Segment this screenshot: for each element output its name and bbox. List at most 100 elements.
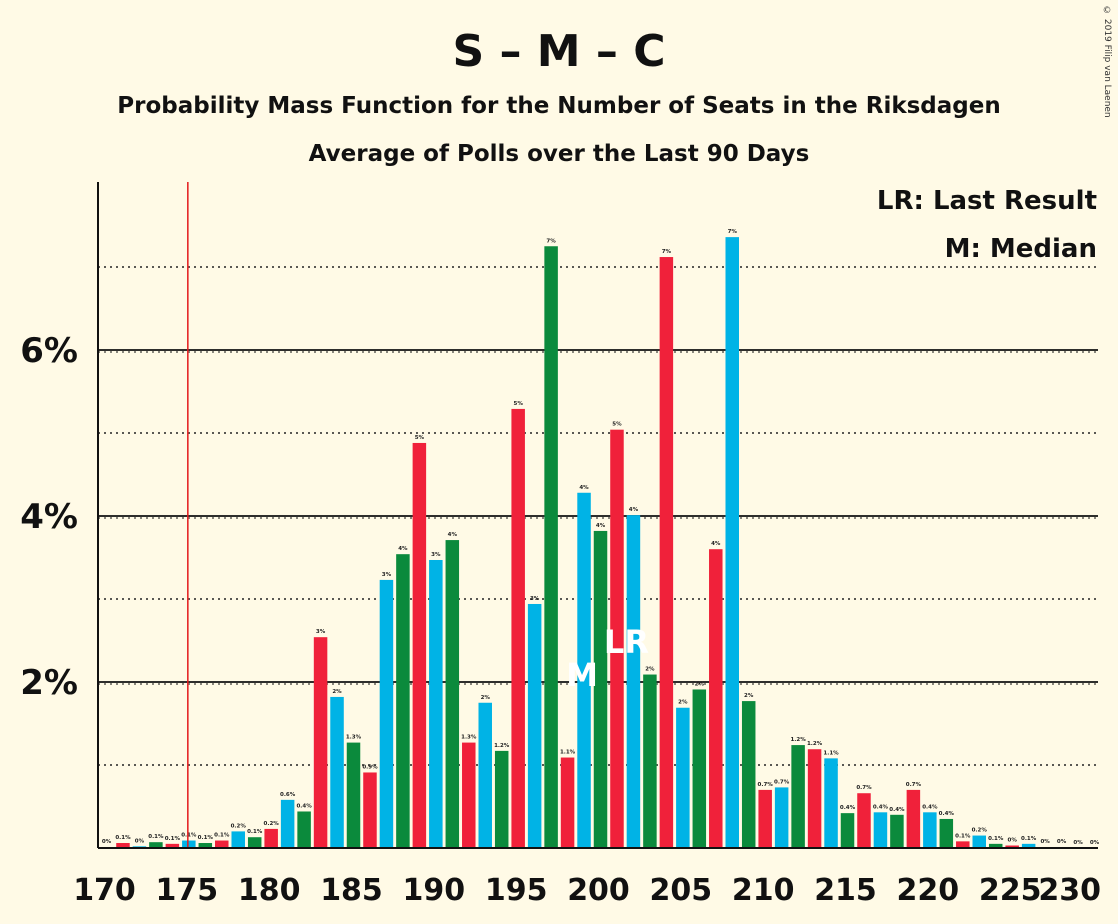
chart-subtitle: Probability Mass Function for the Number… (117, 93, 1000, 119)
data-label-seat-175: 0.1% (181, 833, 197, 839)
bar-seat-219 (906, 789, 921, 848)
x-tick-label: 225 (979, 873, 1042, 908)
bar-seat-217 (873, 812, 888, 848)
bar-seat-174 (165, 843, 180, 848)
data-label-seat-184: 2% (332, 689, 342, 695)
bar-seat-195 (511, 408, 525, 848)
bar-seat-210 (758, 789, 772, 848)
data-label-seat-198: 1.1% (560, 750, 576, 756)
data-label-seat-213: 1.2% (807, 741, 823, 747)
bar-seat-218 (890, 814, 904, 848)
data-label-seat-173: 0.1% (148, 834, 164, 840)
bar-seat-187 (379, 579, 394, 848)
data-label-seat-224: 0.1% (988, 836, 1004, 842)
data-label-seat-179: 0.1% (247, 829, 263, 835)
chart-subtitle-2: Average of Polls over the Last 90 Days (309, 141, 810, 167)
bar-seat-173 (149, 842, 163, 848)
bar-seat-194 (494, 750, 509, 848)
data-label-seat-202: 4% (629, 507, 639, 513)
data-label-seat-220: 0.4% (922, 804, 938, 810)
bar-seat-196 (527, 603, 542, 848)
bar-seat-192 (462, 742, 476, 848)
data-label-seat-230: 0% (1090, 840, 1100, 846)
data-label-seat-228: 0% (1057, 839, 1067, 845)
chart-title: S – M – C (452, 26, 665, 77)
data-label-seat-207: 4% (711, 541, 721, 547)
bar-seat-211 (774, 787, 789, 848)
x-tick-label: 230 (1038, 873, 1101, 908)
legend-median: M: Median (945, 234, 1097, 264)
data-label-seat-214: 1.1% (823, 750, 839, 756)
data-label-seat-223: 0.2% (972, 828, 988, 834)
data-label-seat-204: 7% (662, 249, 672, 255)
data-label-seat-212: 1.2% (790, 737, 806, 743)
data-label-seat-194: 1.2% (494, 743, 510, 749)
bar-seat-188 (396, 554, 410, 848)
bar-seat-198 (560, 757, 575, 848)
data-label-seat-174: 0.1% (165, 836, 181, 842)
data-label-seat-187: 3% (382, 572, 392, 578)
data-label-seat-205: 2% (678, 700, 688, 706)
data-label-seat-171: 0.1% (115, 835, 131, 841)
bar-seat-203 (643, 674, 657, 848)
bar-seat-206 (692, 689, 707, 848)
y-tick-labels: 2% 4% 6% (20, 331, 78, 703)
bar-seat-216 (857, 793, 871, 848)
data-label-seat-190: 3% (431, 552, 441, 558)
bar-seat-191 (445, 540, 460, 848)
copyright-notice: © 2019 Filip van Laenen (1102, 6, 1112, 118)
bar-seat-204 (659, 257, 674, 848)
bar-seat-189 (412, 442, 427, 848)
data-label-seat-222: 0.1% (955, 833, 971, 839)
bar-seat-212 (791, 745, 805, 848)
x-tick-label: 175 (156, 873, 219, 908)
data-label-seat-183: 3% (316, 629, 326, 635)
bar-seat-207 (709, 549, 723, 848)
x-tick-label: 185 (320, 873, 383, 908)
bar-seat-226 (1021, 843, 1036, 848)
bar-seat-202 (626, 515, 641, 848)
data-label-seat-196: 3% (530, 596, 540, 602)
bar-seat-208 (725, 237, 739, 848)
x-tick-label: 180 (238, 873, 301, 908)
bar-seat-183 (313, 637, 328, 848)
data-label-seat-178: 0.2% (231, 823, 247, 829)
data-label-seat-217: 0.4% (873, 804, 889, 810)
legend-last-result: LR: Last Result (877, 186, 1097, 216)
markers: MLR (187, 182, 649, 848)
y-tick-label: 2% (20, 663, 78, 703)
data-label-seat-188: 4% (398, 546, 408, 552)
bar-seat-199 (577, 492, 591, 848)
bars (99, 237, 1069, 848)
y-tick-label: 4% (20, 497, 78, 537)
data-label-seat-176: 0.1% (198, 835, 214, 841)
data-label-seat-215: 0.4% (840, 805, 856, 811)
bar-seat-186 (363, 772, 377, 848)
data-labels: 0%0.1%0%0.1% 0.1%0.1% 0.1% 0.1%0.2%0.1%0.2%… (102, 229, 1100, 846)
data-label-seat-229: 0% (1073, 840, 1083, 846)
bar-seat-182 (297, 811, 311, 848)
bar-seat-176 (198, 843, 213, 848)
data-label-seat-219: 0.7% (906, 782, 922, 788)
bar-seat-200 (593, 530, 608, 848)
x-tick-label: 220 (897, 873, 960, 908)
data-label-seat-227: 0% (1040, 839, 1050, 845)
data-label-seat-208: 7% (728, 229, 738, 235)
bar-seat-190 (429, 559, 443, 848)
data-label-seat-177: 0.1% (214, 833, 230, 839)
bar-seat-220 (923, 812, 937, 848)
x-tick-label: 170 (73, 873, 136, 908)
data-label-seat-170: 0% (102, 839, 112, 845)
bar-seat-185 (346, 742, 361, 848)
x-tick-label: 195 (485, 873, 548, 908)
data-label-seat-195: 5% (514, 401, 524, 407)
data-label-seat-209: 2% (744, 693, 754, 699)
bar-seat-205 (676, 707, 690, 848)
data-label-seat-211: 0.7% (774, 779, 790, 785)
bar-seat-222 (956, 841, 970, 848)
x-tick-label: 190 (403, 873, 466, 908)
data-label-seat-182: 0.4% (296, 803, 312, 809)
data-label-seat-200: 4% (596, 523, 606, 529)
